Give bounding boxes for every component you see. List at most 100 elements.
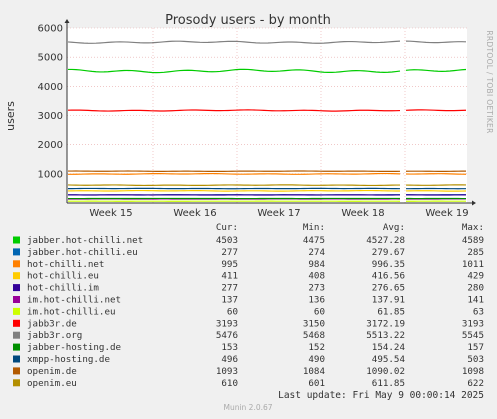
legend-min-4: 273 — [308, 283, 325, 294]
legend-swatch-12 — [13, 379, 20, 387]
legend-cur-11: 1093 — [216, 366, 238, 377]
legend: Cur: Min: Avg: Max: jabber.hot-chilli.net 450… — [13, 222, 484, 389]
legend-cur-7: 3193 — [216, 318, 238, 329]
y-tick-label-4: 5000 — [38, 53, 63, 64]
legend-min-10: 490 — [308, 354, 325, 365]
legend-name-10: xmpp-hosting.de — [27, 354, 110, 365]
y-tick-label-3: 4000 — [38, 82, 63, 93]
legend-cur-4: 277 — [221, 283, 238, 294]
legend-name-3: hot-chilli.eu — [27, 271, 99, 282]
legend-max-9: 157 — [467, 342, 484, 353]
y-axis-arrow — [64, 19, 70, 23]
series-line-8 — [67, 40, 467, 44]
y-tick-labels: 1000 2000 3000 4000 5000 6000 — [38, 24, 63, 181]
legend-swatch-4 — [13, 284, 20, 292]
legend-header-3: Max: — [462, 222, 484, 233]
legend-avg-2: 996.35 — [372, 259, 405, 270]
legend-cur-10: 496 — [221, 354, 238, 365]
legend-min-7: 3150 — [303, 318, 325, 329]
legend-swatch-2 — [13, 260, 20, 268]
legend-min-8: 5468 — [303, 330, 325, 341]
x-tick-label-3: Week 18 — [341, 208, 384, 219]
legend-avg-5: 137.91 — [372, 295, 405, 306]
legend-min-3: 408 — [308, 271, 325, 282]
legend-cur-9: 153 — [221, 342, 238, 353]
legend-name-6: im.hot-chilli.eu — [27, 306, 116, 317]
legend-max-6: 63 — [473, 306, 484, 317]
legend-avg-6: 61.85 — [377, 306, 405, 317]
legend-swatch-8 — [13, 331, 20, 339]
legend-avg-3: 416.56 — [372, 271, 405, 282]
legend-min-6: 60 — [314, 306, 325, 317]
legend-swatch-0 — [13, 236, 20, 244]
legend-name-5: im.hot-chilli.net — [27, 295, 121, 306]
y-tick-label-5: 6000 — [38, 24, 63, 35]
legend-avg-12: 611.85 — [372, 378, 405, 389]
legend-swatch-11 — [13, 367, 20, 375]
series-line-12 — [67, 184, 467, 187]
legend-max-5: 141 — [467, 295, 484, 306]
legend-name-0: jabber.hot-chilli.net — [27, 235, 143, 246]
legend-min-9: 152 — [308, 342, 325, 353]
legend-min-1: 274 — [308, 247, 325, 258]
legend-min-5: 136 — [308, 295, 325, 306]
legend-cur-12: 610 — [221, 378, 238, 389]
y-axis-label: users — [4, 101, 17, 131]
legend-avg-0: 4527.28 — [366, 235, 405, 246]
legend-min-2: 984 — [308, 259, 325, 270]
legend-cur-8: 5476 — [216, 330, 238, 341]
x-tick-label-2: Week 17 — [257, 208, 300, 219]
x-tick-label-1: Week 16 — [173, 208, 216, 219]
legend-min-12: 601 — [308, 378, 325, 389]
legend-max-10: 503 — [467, 354, 484, 365]
legend-avg-11: 1090.02 — [366, 366, 405, 377]
legend-avg-10: 495.54 — [372, 354, 406, 365]
legend-swatch-9 — [13, 343, 20, 351]
legend-cur-0: 4503 — [216, 235, 238, 246]
legend-cur-5: 137 — [221, 295, 238, 306]
legend-max-3: 429 — [467, 271, 484, 282]
y-tick-label-1: 2000 — [38, 140, 63, 151]
series-line-3 — [67, 189, 467, 192]
rrdtool-credit: RRDTOOL / TOBI OETIKER — [485, 30, 494, 133]
legend-cur-3: 411 — [221, 271, 238, 282]
legend-min-0: 4475 — [303, 235, 325, 246]
legend-name-4: hot-chilli.im — [27, 283, 99, 294]
last-update: Last update: Fri May 9 00:00:14 2025 — [278, 390, 484, 401]
legend-cur-6: 60 — [227, 306, 238, 317]
legend-swatch-1 — [13, 248, 20, 256]
legend-max-1: 285 — [467, 247, 484, 258]
legend-swatch-10 — [13, 355, 20, 363]
legend-name-7: jabb3r.de — [27, 318, 77, 329]
legend-name-11: openim.de — [27, 366, 77, 377]
legend-name-12: openim.eu — [27, 378, 77, 389]
legend-cur-1: 277 — [221, 247, 238, 258]
legend-avg-4: 276.65 — [372, 283, 405, 294]
legend-max-8: 5545 — [462, 330, 484, 341]
legend-avg-7: 3172.19 — [366, 318, 405, 329]
legend-max-12: 622 — [467, 378, 484, 389]
legend-swatch-5 — [13, 296, 20, 303]
legend-name-9: jabber-hosting.de — [27, 342, 121, 353]
legend-avg-9: 154.24 — [372, 342, 406, 353]
legend-name-1: jabber.hot-chilli.eu — [27, 247, 138, 258]
x-tick-label-4: Week 19 — [425, 208, 468, 219]
x-tick-labels: Week 15 Week 16 Week 17 Week 18 Week 19 — [89, 208, 468, 219]
legend-avg-8: 5513.22 — [366, 330, 405, 341]
legend-cur-2: 995 — [221, 259, 238, 270]
legend-name-8: jabb3r.org — [27, 330, 82, 341]
legend-name-2: hot-chilli.net — [27, 259, 104, 270]
legend-header-1: Min: — [303, 222, 325, 233]
legend-swatch-6 — [13, 307, 20, 315]
legend-max-2: 1011 — [462, 259, 484, 270]
series-line-0 — [67, 68, 467, 74]
series-lines — [67, 40, 467, 202]
legend-header-0: Cur: — [216, 222, 238, 233]
chart-title: Prosody users - by month — [165, 13, 331, 28]
legend-swatch-3 — [13, 272, 20, 280]
x-axis-arrow — [472, 200, 476, 206]
legend-max-4: 280 — [467, 283, 484, 294]
legend-swatch-7 — [13, 319, 20, 327]
